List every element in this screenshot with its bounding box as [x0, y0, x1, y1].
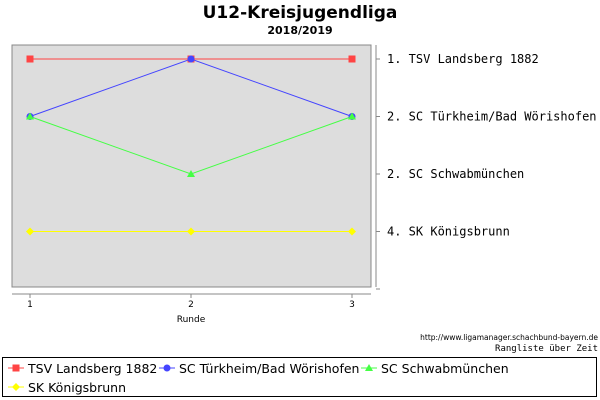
x-axis-label: Runde [177, 315, 206, 325]
data-point [26, 227, 34, 236]
chart-subtitle: 2018/2019 [267, 24, 333, 37]
legend-label: SK Königsbrunn [28, 379, 127, 395]
legend-marker-icon [8, 383, 24, 391]
legend-item: SK Königsbrunn [7, 378, 126, 396]
plot-area [11, 44, 372, 288]
rank-label: 2. SC Türkheim/Bad Wörishofen [387, 110, 597, 124]
legend-marker [12, 364, 20, 372]
rank-label: 4. SK Königsbrunn [387, 225, 510, 239]
x-tick-label: 1 [27, 300, 33, 310]
data-point [187, 170, 195, 177]
legend-label: SC Türkheim/Bad Wörishofen [179, 360, 360, 376]
data-point [187, 227, 195, 236]
legend-marker [12, 383, 20, 391]
legend: TSV Landsberg 1882 SC Türkheim/Bad Wörish… [2, 357, 597, 397]
data-point [26, 55, 34, 63]
legend-item: SC Schwabmünchen [360, 359, 509, 377]
legend-item: SC Türkheim/Bad Wörishofen [158, 359, 359, 377]
data-point [348, 227, 356, 236]
data-point [187, 55, 195, 63]
chart-title: U12-Kreisjugendliga [202, 3, 398, 23]
rank-label: 1. TSV Landsberg 1882 [387, 52, 539, 66]
data-point [348, 55, 356, 63]
rank-label: 2. SC Schwabmünchen [387, 167, 524, 181]
legend-marker [365, 364, 373, 371]
source-url: http://www.ligamanager.schachbund-bayern… [420, 333, 598, 342]
x-tick-label: 2 [188, 300, 194, 310]
chart-caption: Rangliste über Zeit [495, 344, 598, 354]
legend-label: SC Schwabmünchen [381, 360, 509, 376]
x-tick-label: 3 [349, 300, 355, 310]
data-point [26, 112, 34, 120]
legend-item: TSV Landsberg 1882 [7, 359, 157, 377]
legend-marker-icon [159, 364, 175, 372]
legend-label: TSV Landsberg 1882 [28, 360, 158, 376]
legend-marker-icon [8, 364, 24, 372]
legend-marker [163, 364, 171, 372]
data-point [348, 112, 356, 120]
legend-marker-icon [361, 364, 377, 371]
